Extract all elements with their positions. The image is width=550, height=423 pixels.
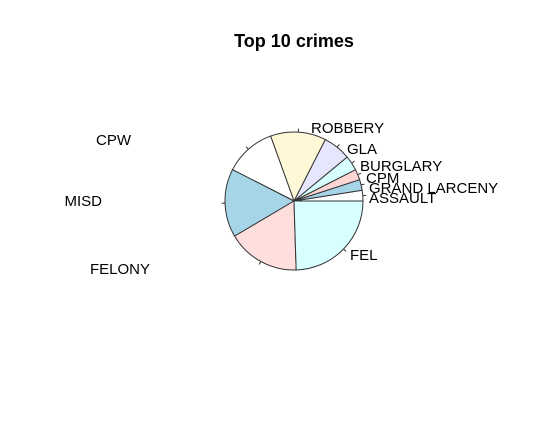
pie-tick	[258, 261, 262, 265]
pie-tick	[351, 160, 355, 164]
pie-slice-robbery	[269, 131, 327, 203]
pie-label-robbery: ROBBERY	[311, 120, 384, 137]
chart-title: Top 10 crimes	[234, 31, 354, 51]
pie-label-assault: ASSAULT	[369, 190, 436, 207]
pie-slices	[221, 128, 367, 271]
pie-label-grand-larceny: GRAND LARCENY	[369, 180, 498, 197]
pie-label-gla: GLA	[347, 141, 377, 158]
pie-slice-felony	[233, 200, 297, 271]
pie-slice-misd	[224, 168, 296, 237]
pie-label-cpm: CPM	[366, 170, 399, 187]
pie-label-burglary: BURGLARY	[360, 158, 442, 175]
pie-tick	[336, 144, 340, 148]
pie-label-felony: FELONY	[90, 261, 150, 278]
pie-tick	[360, 183, 365, 186]
pie-label-cpw: CPW	[96, 132, 132, 149]
pie-tick	[245, 146, 249, 150]
pie-label-misd: MISD	[65, 193, 103, 210]
pie-tick	[343, 248, 347, 252]
pie-label-fel: FEL	[350, 247, 378, 264]
pie-tick	[357, 172, 362, 176]
